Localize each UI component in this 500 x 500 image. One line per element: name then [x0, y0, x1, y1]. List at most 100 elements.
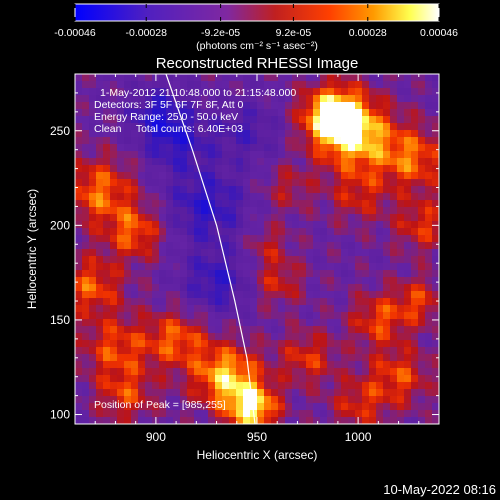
- heatmap-cell: [411, 319, 419, 327]
- heatmap-cell: [187, 319, 195, 327]
- heatmap-cell: [166, 221, 174, 229]
- heatmap-cell: [348, 354, 356, 362]
- heatmap-cell: [362, 144, 370, 152]
- heatmap-cell: [341, 242, 349, 250]
- heatmap-cell: [166, 137, 174, 145]
- heatmap-cell: [208, 116, 216, 124]
- heatmap-cell: [369, 130, 377, 138]
- heatmap-cell: [418, 116, 426, 124]
- heatmap-cell: [355, 410, 363, 418]
- heatmap-cell: [292, 193, 300, 201]
- heatmap-cell: [327, 123, 335, 131]
- heatmap-cell: [250, 417, 258, 424]
- heatmap-cell: [166, 193, 174, 201]
- heatmap-cell: [201, 382, 209, 390]
- heatmap-cell: [103, 116, 111, 124]
- heatmap-cell: [362, 312, 370, 320]
- heatmap-cell: [411, 263, 419, 271]
- heatmap-cell: [432, 263, 439, 271]
- heatmap-cell: [215, 291, 223, 299]
- heatmap-cell: [306, 305, 314, 313]
- heatmap-cell: [208, 172, 216, 180]
- heatmap-cell: [89, 382, 97, 390]
- heatmap-cell: [306, 284, 314, 292]
- heatmap-cell: [362, 305, 370, 313]
- heatmap-cell: [250, 396, 258, 404]
- heatmap-cell: [271, 382, 279, 390]
- heatmap-cell: [124, 284, 132, 292]
- heatmap-cell: [334, 235, 342, 243]
- heatmap-cell: [292, 207, 300, 215]
- heatmap-cell: [355, 179, 363, 187]
- heatmap-cell: [89, 158, 97, 166]
- heatmap-cell: [292, 109, 300, 117]
- heatmap-cell: [152, 354, 160, 362]
- heatmap-cell: [418, 291, 426, 299]
- heatmap-cell: [397, 165, 405, 173]
- heatmap-cell: [257, 165, 265, 173]
- heatmap-cell: [152, 242, 160, 250]
- heatmap-cell: [159, 291, 167, 299]
- heatmap-cell: [299, 312, 307, 320]
- heatmap-cell: [208, 263, 216, 271]
- heatmap-cell: [341, 256, 349, 264]
- heatmap-cell: [250, 298, 258, 306]
- heatmap-cell: [96, 263, 104, 271]
- heatmap-cell: [432, 81, 439, 89]
- heatmap-cell: [159, 326, 167, 334]
- heatmap-cell: [278, 144, 286, 152]
- heatmap-cell: [138, 368, 146, 376]
- heatmap-cell: [229, 179, 237, 187]
- heatmap-cell: [383, 410, 391, 418]
- heatmap-cell: [404, 207, 412, 215]
- heatmap-cell: [320, 319, 328, 327]
- heatmap-cell: [299, 389, 307, 397]
- heatmap-cell: [194, 277, 202, 285]
- heatmap-cell: [173, 137, 181, 145]
- heatmap-cell: [75, 305, 83, 313]
- heatmap-cell: [75, 403, 83, 411]
- heatmap-cell: [222, 410, 230, 418]
- heatmap-cell: [236, 305, 244, 313]
- heatmap-cell: [152, 347, 160, 355]
- heatmap-cell: [124, 298, 132, 306]
- heatmap-cell: [243, 291, 251, 299]
- heatmap-cell: [215, 382, 223, 390]
- heatmap-cell: [138, 200, 146, 208]
- heatmap-cell: [264, 242, 272, 250]
- heatmap-cell: [278, 298, 286, 306]
- heatmap-cell: [110, 340, 118, 348]
- heatmap-cell: [110, 137, 118, 145]
- heatmap-cell: [264, 186, 272, 194]
- heatmap-cell: [180, 137, 188, 145]
- heatmap-cell: [369, 291, 377, 299]
- heatmap-cell: [320, 179, 328, 187]
- heatmap-cell: [201, 291, 209, 299]
- heatmap-cell: [124, 368, 132, 376]
- heatmap-cell: [194, 74, 202, 82]
- heatmap-cell: [180, 95, 188, 103]
- heatmap-cell: [292, 74, 300, 82]
- heatmap-cell: [271, 172, 279, 180]
- heatmap-cell: [173, 130, 181, 138]
- heatmap-cell: [418, 375, 426, 383]
- heatmap-cell: [215, 312, 223, 320]
- heatmap-cell: [89, 375, 97, 383]
- heatmap-cell: [222, 228, 230, 236]
- heatmap-cell: [341, 354, 349, 362]
- heatmap-cell: [110, 200, 118, 208]
- heatmap-cell: [236, 172, 244, 180]
- heatmap-cell: [327, 368, 335, 376]
- heatmap-cell: [397, 354, 405, 362]
- heatmap-cell: [180, 326, 188, 334]
- heatmap-cell: [201, 144, 209, 152]
- heatmap-cell: [138, 221, 146, 229]
- heatmap-cell: [425, 403, 433, 411]
- heatmap-cell: [152, 109, 160, 117]
- heatmap-cell: [271, 151, 279, 159]
- heatmap-cell: [404, 347, 412, 355]
- heatmap-cell: [187, 256, 195, 264]
- heatmap-cell: [306, 200, 314, 208]
- heatmap-cell: [348, 88, 356, 96]
- heatmap-cell: [159, 200, 167, 208]
